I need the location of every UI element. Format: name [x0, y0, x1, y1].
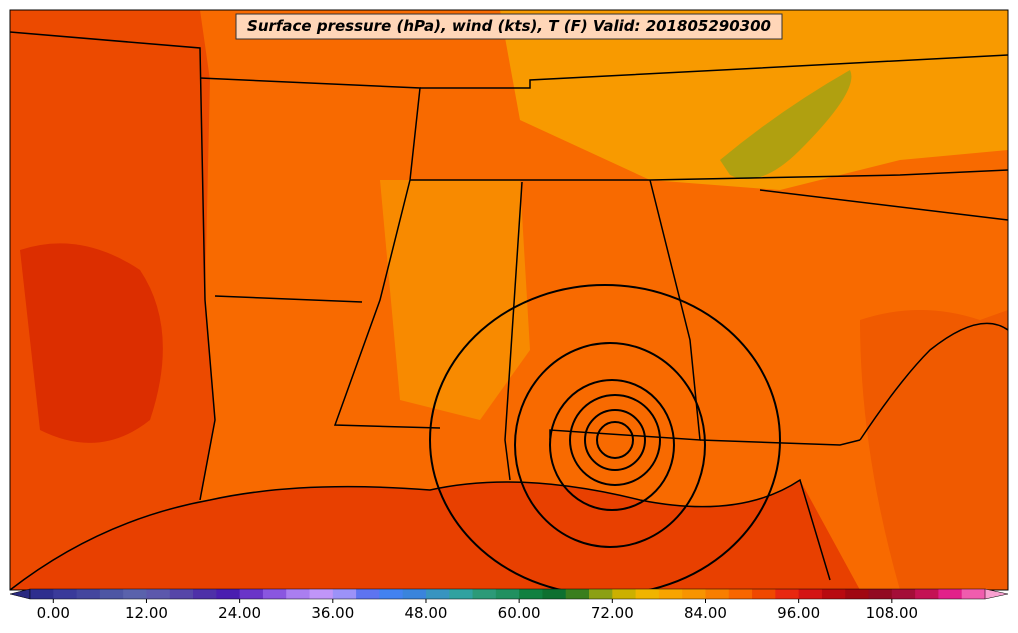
- colorbar-band: [193, 589, 217, 599]
- gulf-water: [10, 480, 860, 590]
- colorbar-band: [53, 589, 78, 599]
- state-border: [214, 295, 363, 303]
- colorbar-band: [752, 589, 776, 599]
- colorbar-tick-label: 84.00: [684, 604, 727, 622]
- isobar: [584, 409, 646, 471]
- temperature-field: [380, 180, 530, 420]
- colorbar-band: [658, 589, 683, 599]
- coastline: [9, 478, 831, 591]
- colorbar-band: [216, 589, 241, 599]
- colorbar-tick-label: 12.00: [125, 604, 168, 622]
- colorbar-band: [612, 589, 637, 599]
- temperature-field: [20, 243, 163, 443]
- colorbar-band: [542, 589, 567, 599]
- state-border: [9, 31, 216, 501]
- colorbar-band: [635, 589, 660, 599]
- colorbar-band: [309, 589, 334, 599]
- colorbar-band: [519, 589, 543, 599]
- colorbar-band: [798, 589, 823, 599]
- borders: [9, 31, 1009, 591]
- colorbar-tick-label: 24.00: [218, 604, 261, 622]
- colorbar-band: [332, 589, 357, 599]
- colorbar-band: [495, 589, 520, 599]
- isobar: [514, 342, 706, 548]
- colorbar-tick-label: 60.00: [498, 604, 541, 622]
- state-border: [759, 189, 1009, 221]
- colorbar-tick-label: 72.00: [591, 604, 634, 622]
- colorbar-band: [425, 589, 450, 599]
- state-border: [420, 54, 1009, 89]
- colorbar-band: [472, 589, 497, 599]
- temperature-field: [500, 10, 1008, 190]
- title: Surface pressure (hPa), wind (kts), T (F…: [247, 17, 771, 35]
- state-border: [199, 77, 441, 429]
- colorbar-band: [146, 589, 171, 599]
- colorbar-band: [868, 589, 893, 599]
- colorbar-band: [402, 589, 427, 599]
- colorbar-frame: [29, 588, 986, 600]
- ocean-water: [860, 310, 1008, 590]
- colorbar-band: [891, 589, 916, 599]
- colorbar-band: [262, 589, 287, 599]
- colorbar-band: [845, 589, 870, 599]
- colorbar-band: [682, 589, 706, 599]
- colorbar-tick-label: 0.00: [37, 604, 70, 622]
- colorbar-band: [589, 589, 613, 599]
- coastline: [859, 322, 1009, 441]
- colorbar-band: [99, 589, 124, 599]
- colorbar: 0.00 12.00 24.00 36.00 48.00 60.00 72.00 84.00 9…: [9, 588, 1009, 622]
- colorbar-band: [775, 589, 800, 599]
- colorbar-band: [379, 589, 404, 599]
- title-box: [235, 13, 783, 40]
- colorbar-band: [821, 589, 846, 599]
- isobar: [549, 379, 675, 511]
- temperature-field: [720, 70, 852, 180]
- isobar: [596, 421, 634, 459]
- colorbar-band: [961, 589, 986, 599]
- state-border: [504, 181, 523, 481]
- colorbar-tick-label: 108.00: [866, 604, 919, 622]
- colorbar-band: [356, 589, 380, 599]
- isobar: [569, 394, 661, 486]
- state-border: [699, 439, 861, 446]
- colorbar-band: [705, 589, 730, 599]
- colorbar-tick-label: 96.00: [777, 604, 820, 622]
- colorbar-tick-label: 36.00: [311, 604, 354, 622]
- colorbar-band: [30, 589, 54, 599]
- colorbar-band: [286, 589, 311, 599]
- colorbar-band: [449, 589, 474, 599]
- colorbar-band: [565, 589, 590, 599]
- colorbar-band: [76, 589, 101, 599]
- state-border: [410, 169, 1009, 181]
- colorbar-band: [728, 589, 753, 599]
- colorbar-band: [938, 589, 963, 599]
- colorbar-band: [915, 589, 939, 599]
- colorbar-tick-label: 48.00: [404, 604, 447, 622]
- colorbar-band: [123, 589, 147, 599]
- colorbar-band: [239, 589, 264, 599]
- map: [9, 9, 1009, 596]
- colorbar-band: [169, 589, 194, 599]
